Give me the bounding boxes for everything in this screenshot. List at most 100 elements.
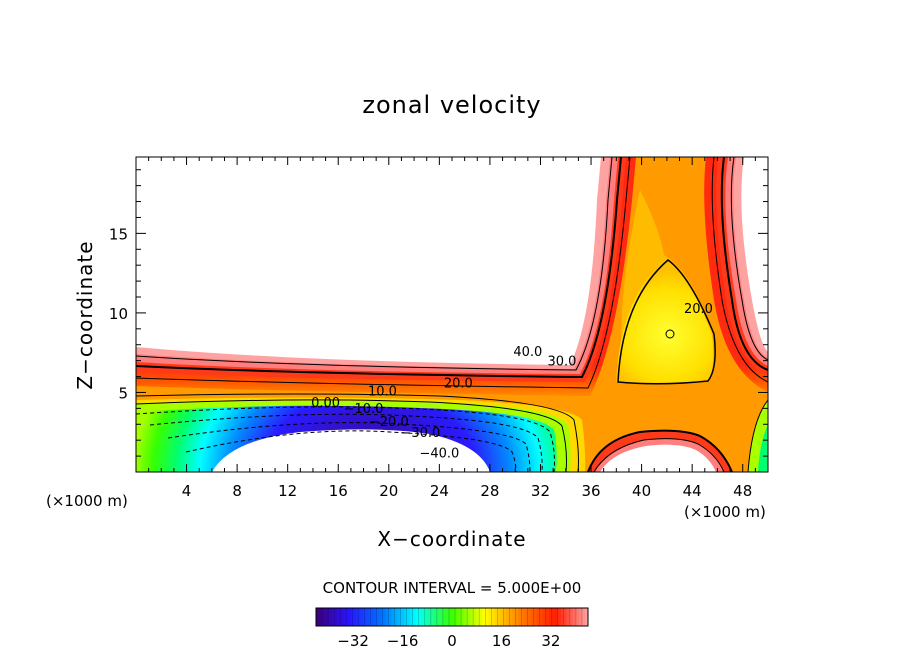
colorbar-cell xyxy=(557,608,562,626)
colorbar-cell xyxy=(436,608,441,626)
colorbar-cell xyxy=(424,608,429,626)
colorbar-cell xyxy=(394,608,399,626)
colorbar-cell xyxy=(385,608,390,626)
colorbar-cell xyxy=(482,608,486,626)
contour-label: −10.0 xyxy=(344,402,384,417)
contour-labels: 40.0 30.0 20.0 10.0 0.00 −10.0−20.0−30.0 −40.0… xyxy=(311,302,713,462)
colorbar-cell xyxy=(430,608,435,626)
colorbar xyxy=(315,607,589,627)
colorbar-cell xyxy=(343,608,347,626)
colorbar-cell xyxy=(331,608,335,626)
colorbar-cell xyxy=(560,608,565,626)
x-tick-label: 20 xyxy=(379,482,398,500)
colorbar-cell xyxy=(388,608,393,626)
colorbar-cell xyxy=(433,608,438,626)
colorbar-cell xyxy=(548,608,553,626)
x-tick-label: 24 xyxy=(430,482,449,500)
y-tick-label: 5 xyxy=(118,384,128,402)
colorbar-cell xyxy=(334,608,338,626)
colorbar-cell xyxy=(352,608,356,626)
x-tick-label: 36 xyxy=(581,482,600,500)
colorbar-cell xyxy=(479,608,483,626)
colorbar-cell xyxy=(500,608,504,626)
colorbar-cell xyxy=(563,608,568,626)
contour-label: 40.0 xyxy=(513,345,542,360)
colorbar-cell xyxy=(391,608,396,626)
contour-label: −30.0 xyxy=(400,426,440,441)
contour-label: 20.0 xyxy=(684,302,713,317)
colorbar-cell xyxy=(518,608,523,626)
y-tick-label: 15 xyxy=(109,225,128,243)
x-tick-label: 4 xyxy=(182,482,192,500)
colorbar-cell xyxy=(355,608,359,626)
x-unit-right: (×1000 m) xyxy=(684,503,766,521)
colorbar-cell xyxy=(458,608,462,626)
colorbar-tick-label: 32 xyxy=(541,632,560,650)
contour-label: −40.0 xyxy=(419,447,459,462)
colorbar-cell xyxy=(554,608,559,626)
colorbar-cell xyxy=(367,608,371,626)
colorbar-cell xyxy=(358,608,362,626)
colorbar-cell xyxy=(439,608,444,626)
colorbar-cell xyxy=(448,608,453,626)
colorbar-cell xyxy=(524,608,529,626)
y-axis: 5 10 15 xyxy=(109,169,768,457)
colorbar-cell xyxy=(319,608,323,626)
colorbar-cell xyxy=(485,608,489,626)
contour-fill xyxy=(136,157,768,472)
colorbar-cell xyxy=(551,608,556,626)
x-axis-label: X−coordinate xyxy=(377,527,526,551)
colorbar-cell xyxy=(464,608,468,626)
colorbar-cell xyxy=(542,608,547,626)
contour-interval: CONTOUR INTERVAL = 5.000E+00 xyxy=(323,579,582,597)
colorbar-cell xyxy=(316,608,320,626)
colorbar-cell xyxy=(364,608,368,626)
colorbar-cell xyxy=(376,608,380,626)
colorbar-cell xyxy=(322,608,326,626)
colorbar-cell xyxy=(397,608,402,626)
colorbar-cell xyxy=(346,608,350,626)
colorbar-cell xyxy=(533,608,538,626)
colorbar-cell xyxy=(421,608,426,626)
colorbar-cell xyxy=(581,608,586,626)
colorbar-cell xyxy=(515,608,519,626)
x-tick-label: 40 xyxy=(632,482,651,500)
colorbar-cell xyxy=(512,608,516,626)
colorbar-cell xyxy=(521,608,526,626)
colorbar-cell xyxy=(575,608,580,626)
x-tick-label: 32 xyxy=(531,482,550,500)
colorbar-tick-label: −16 xyxy=(387,632,419,650)
colorbar-cell xyxy=(349,608,353,626)
colorbar-cell xyxy=(427,608,432,626)
x-tick-label: 8 xyxy=(232,482,242,500)
colorbar-cell xyxy=(566,608,571,626)
contour-label: 10.0 xyxy=(368,385,397,400)
y-axis-label: Z−coordinate xyxy=(73,240,97,389)
colorbar-tick-label: 16 xyxy=(492,632,511,650)
colorbar-cell xyxy=(488,608,492,626)
x-tick-label: 12 xyxy=(278,482,297,500)
colorbar-cell xyxy=(539,608,544,626)
x-tick-label: 44 xyxy=(683,482,702,500)
colorbar-cell xyxy=(572,608,577,626)
colorbar-cell xyxy=(400,608,405,626)
colorbar-cell xyxy=(415,608,420,626)
x-tick-label: 16 xyxy=(329,482,348,500)
colorbar-frame xyxy=(315,607,589,627)
contour-lines xyxy=(136,157,768,472)
colorbar-cell xyxy=(412,608,417,626)
colorbar-cell xyxy=(476,608,480,626)
colorbar-cell xyxy=(340,608,344,626)
colorbar-cell xyxy=(461,608,465,626)
colorbar-cell xyxy=(325,608,329,626)
colorbar-cell xyxy=(328,608,332,626)
colorbar-cell xyxy=(584,608,589,626)
colorbar-cell xyxy=(445,608,450,626)
colorbar-cell xyxy=(527,608,532,626)
colorbar-cell xyxy=(373,608,377,626)
colorbar-cell xyxy=(530,608,535,626)
colorbar-cell xyxy=(409,608,414,626)
colorbar-cell xyxy=(497,608,501,626)
colorbar-cell xyxy=(370,608,374,626)
